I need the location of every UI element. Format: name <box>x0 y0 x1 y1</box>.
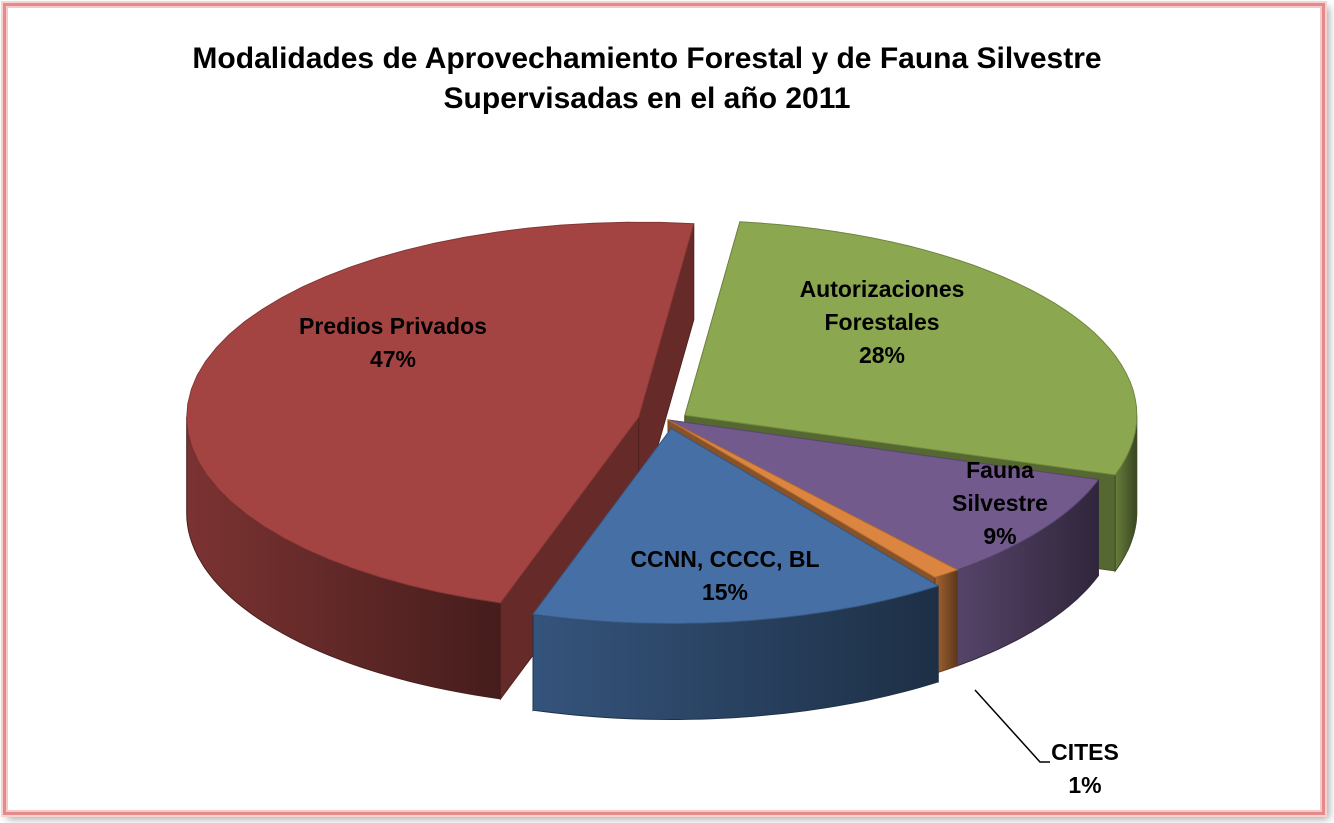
slice-label: Fauna Silvestre 9% <box>952 457 1048 549</box>
chart-subtitle: Supervisadas en el año 2011 <box>443 82 851 115</box>
cites-leader-line <box>974 689 1050 763</box>
pie-slice <box>667 419 1100 571</box>
slice-value-label: 15% <box>702 579 748 605</box>
slice-label: Predios Privados 47% <box>299 313 487 372</box>
slice-value-label: 1% <box>1068 772 1101 798</box>
slice-label: CCNN, CCCC, BL 15% <box>630 546 819 605</box>
chart-title: Modalidades de Aprovechamiento Forestal … <box>192 42 1102 75</box>
slice-label: CITES 1% <box>1051 739 1119 798</box>
slice-name-label: Predios Privados <box>299 313 487 339</box>
slice-name-label: CCNN, CCCC, BL <box>630 546 819 572</box>
slice-label: Autorizaciones Forestales 28% <box>800 276 965 368</box>
slice-name-label: Fauna <box>966 457 1034 483</box>
pie-tops <box>186 221 1138 624</box>
slice-name-label: CITES <box>1051 739 1119 765</box>
pie-slice <box>186 221 695 604</box>
slice-value-label: 47% <box>370 346 416 372</box>
slice-value-label: 28% <box>859 342 905 368</box>
slice-name-label: Autorizaciones <box>800 276 965 302</box>
pie-slice <box>532 427 940 624</box>
slice-name-label: Silvestre <box>952 490 1048 516</box>
slice-value-label: 9% <box>983 523 1016 549</box>
slice-name-label: Forestales <box>824 309 939 335</box>
pie-slice <box>667 419 959 578</box>
pie-slice <box>684 221 1138 476</box>
